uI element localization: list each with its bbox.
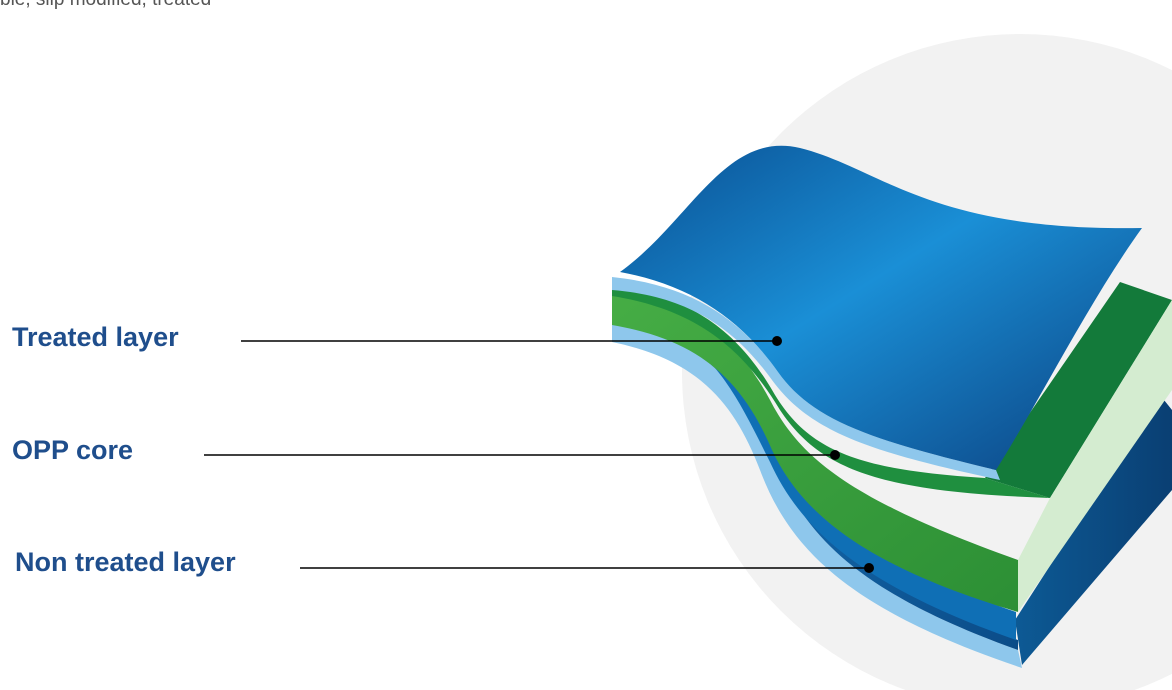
core-layer-top-strip xyxy=(612,286,1050,498)
core-layer-top xyxy=(985,282,1172,498)
nontreated-layer-side xyxy=(1015,395,1172,665)
label-opp-core: OPP core xyxy=(12,435,133,465)
core-leader-dot xyxy=(830,450,840,460)
core-layer-face xyxy=(612,290,1018,612)
core-layer-end xyxy=(1018,300,1172,612)
treated-layer-surface xyxy=(620,145,1142,470)
label-non-treated-layer: Non treated layer xyxy=(15,547,236,577)
nontreated-leader-dot xyxy=(864,563,874,573)
treated-leader-dot xyxy=(772,336,782,346)
label-treated-layer: Treated layer xyxy=(12,322,179,352)
figure-caption: ble, slip modified, treated xyxy=(0,0,211,11)
